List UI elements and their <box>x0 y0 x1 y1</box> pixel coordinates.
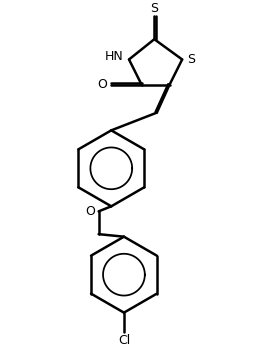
Text: S: S <box>150 2 158 15</box>
Text: HN: HN <box>105 50 124 63</box>
Text: O: O <box>85 205 95 218</box>
Text: Cl: Cl <box>118 334 130 347</box>
Text: O: O <box>98 78 108 91</box>
Text: S: S <box>187 53 195 66</box>
